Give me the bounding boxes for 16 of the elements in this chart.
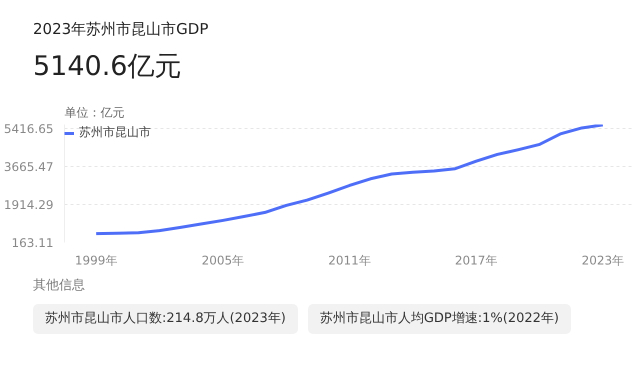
text: 苏州市昆山市人均GDP增速:1%(2022年)	[308, 304, 571, 334]
text: 其他信息	[32, 277, 86, 295]
x-tick-label: 2017年	[454, 254, 498, 268]
x-tick-label: 2005年	[202, 254, 244, 268]
x-tick-label: 2023年	[582, 254, 624, 268]
y-axis-title: 单位：亿元	[64, 106, 124, 120]
chart-subtitle: 5140.6亿元	[32, 50, 182, 84]
y-tick-label: 1914.29	[4, 198, 54, 212]
y-tick-label: 163.11	[12, 236, 54, 250]
x-tick-label: 2011年	[328, 254, 371, 268]
y-tick-label: 3665.47	[4, 160, 54, 174]
x-tick-label: 1999年	[74, 254, 118, 268]
text: 苏州市昆山市	[79, 124, 151, 141]
y-tick-label: 5416.65	[4, 122, 54, 136]
text: 苏州市昆山市人口数:214.8万人(2023年)	[33, 304, 298, 334]
chart-title: 2023年苏州市昆山市GDP	[32, 19, 208, 40]
